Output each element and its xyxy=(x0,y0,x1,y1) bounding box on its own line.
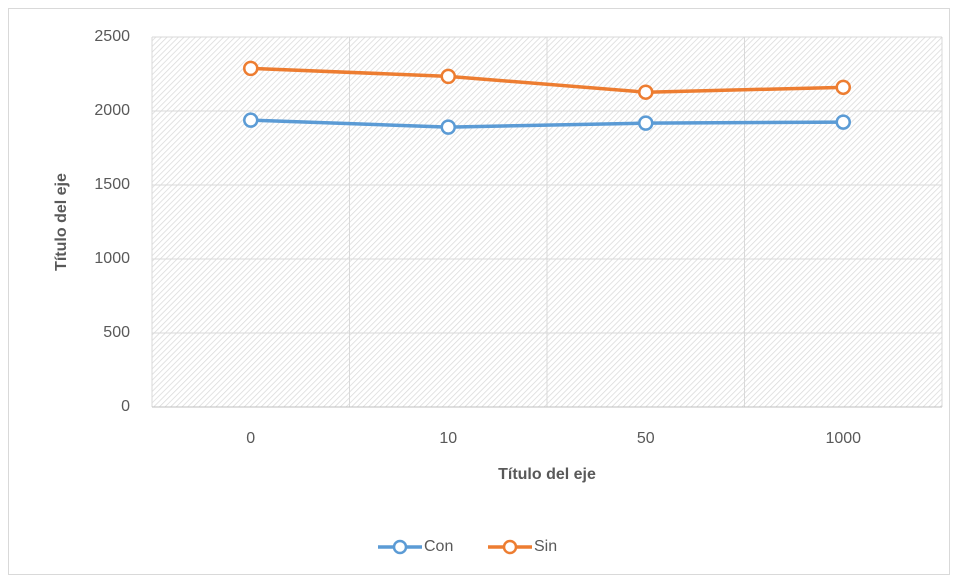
marker xyxy=(835,79,851,96)
marker xyxy=(243,112,259,128)
y-axis-title: Título del eje xyxy=(53,173,70,271)
marker xyxy=(243,60,259,77)
marker xyxy=(440,119,456,135)
marker xyxy=(638,115,654,131)
y-tick-label: 1500 xyxy=(94,176,130,193)
x-tick-label: 0 xyxy=(246,430,255,447)
series-line xyxy=(250,66,844,94)
y-tick-label: 2500 xyxy=(94,28,130,45)
series-line xyxy=(250,118,844,129)
legend-label: Con xyxy=(424,538,453,555)
x-tick-label: 1000 xyxy=(825,430,861,447)
marker xyxy=(835,114,851,130)
legend-marker xyxy=(502,539,518,555)
legend-marker xyxy=(392,539,408,555)
legend-label: Sin xyxy=(534,538,557,555)
x-tick-label: 10 xyxy=(439,430,457,447)
y-tick-label: 0 xyxy=(121,398,130,415)
x-tick-label: 50 xyxy=(637,430,655,447)
y-tick-label: 1000 xyxy=(94,250,130,267)
x-axis-title: Título del eje xyxy=(498,466,596,483)
marker xyxy=(440,68,456,85)
y-tick-label: 2000 xyxy=(94,102,130,119)
y-tick-label: 500 xyxy=(103,324,130,341)
marker xyxy=(638,84,654,100)
